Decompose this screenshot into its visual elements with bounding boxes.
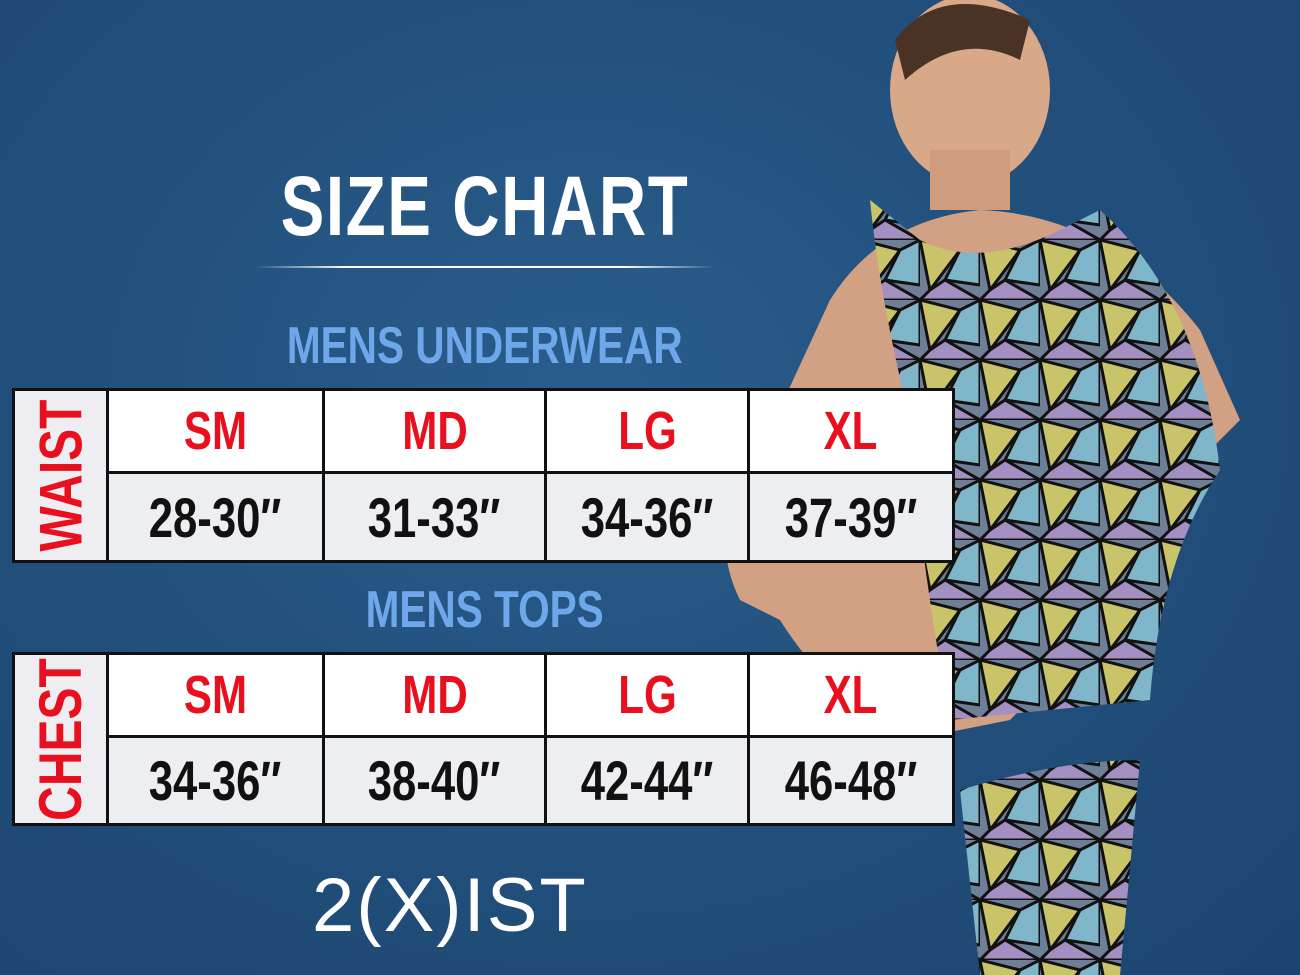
size-header: SM [109,655,322,735]
tops-heading: MENS TOPS [365,581,605,639]
measure-label: CHEST [15,655,106,823]
underwear-size-table: WAIST SM MD LG XL 28-30″ 31-33″ 34-36″ 3… [12,388,955,563]
size-value: 42-44″ [547,738,747,823]
size-value: 34-36″ [109,738,322,823]
size-header: LG [547,655,747,735]
title-underline [255,266,715,268]
size-value: 46-48″ [750,738,952,823]
page-title: SIZE CHART [280,159,690,253]
size-value: 34-36″ [547,474,747,560]
size-value: 28-30″ [109,474,322,560]
size-header: XL [750,655,952,735]
size-header: SM [109,391,322,471]
tops-size-table: CHEST SM MD LG XL 34-36″ 38-40″ 42-44″ 4… [12,652,955,826]
underwear-heading: MENS UNDERWEAR [287,317,683,375]
size-header: LG [547,391,747,471]
size-value: 37-39″ [750,474,952,560]
size-header: MD [325,655,544,735]
brand-logo: 2(X)IST [312,863,588,948]
model-photo [725,0,1240,975]
size-value: 31-33″ [325,474,544,560]
measure-label: WAIST [15,391,106,560]
size-value: 38-40″ [325,738,544,823]
size-header: MD [325,391,544,471]
size-header: XL [750,391,952,471]
